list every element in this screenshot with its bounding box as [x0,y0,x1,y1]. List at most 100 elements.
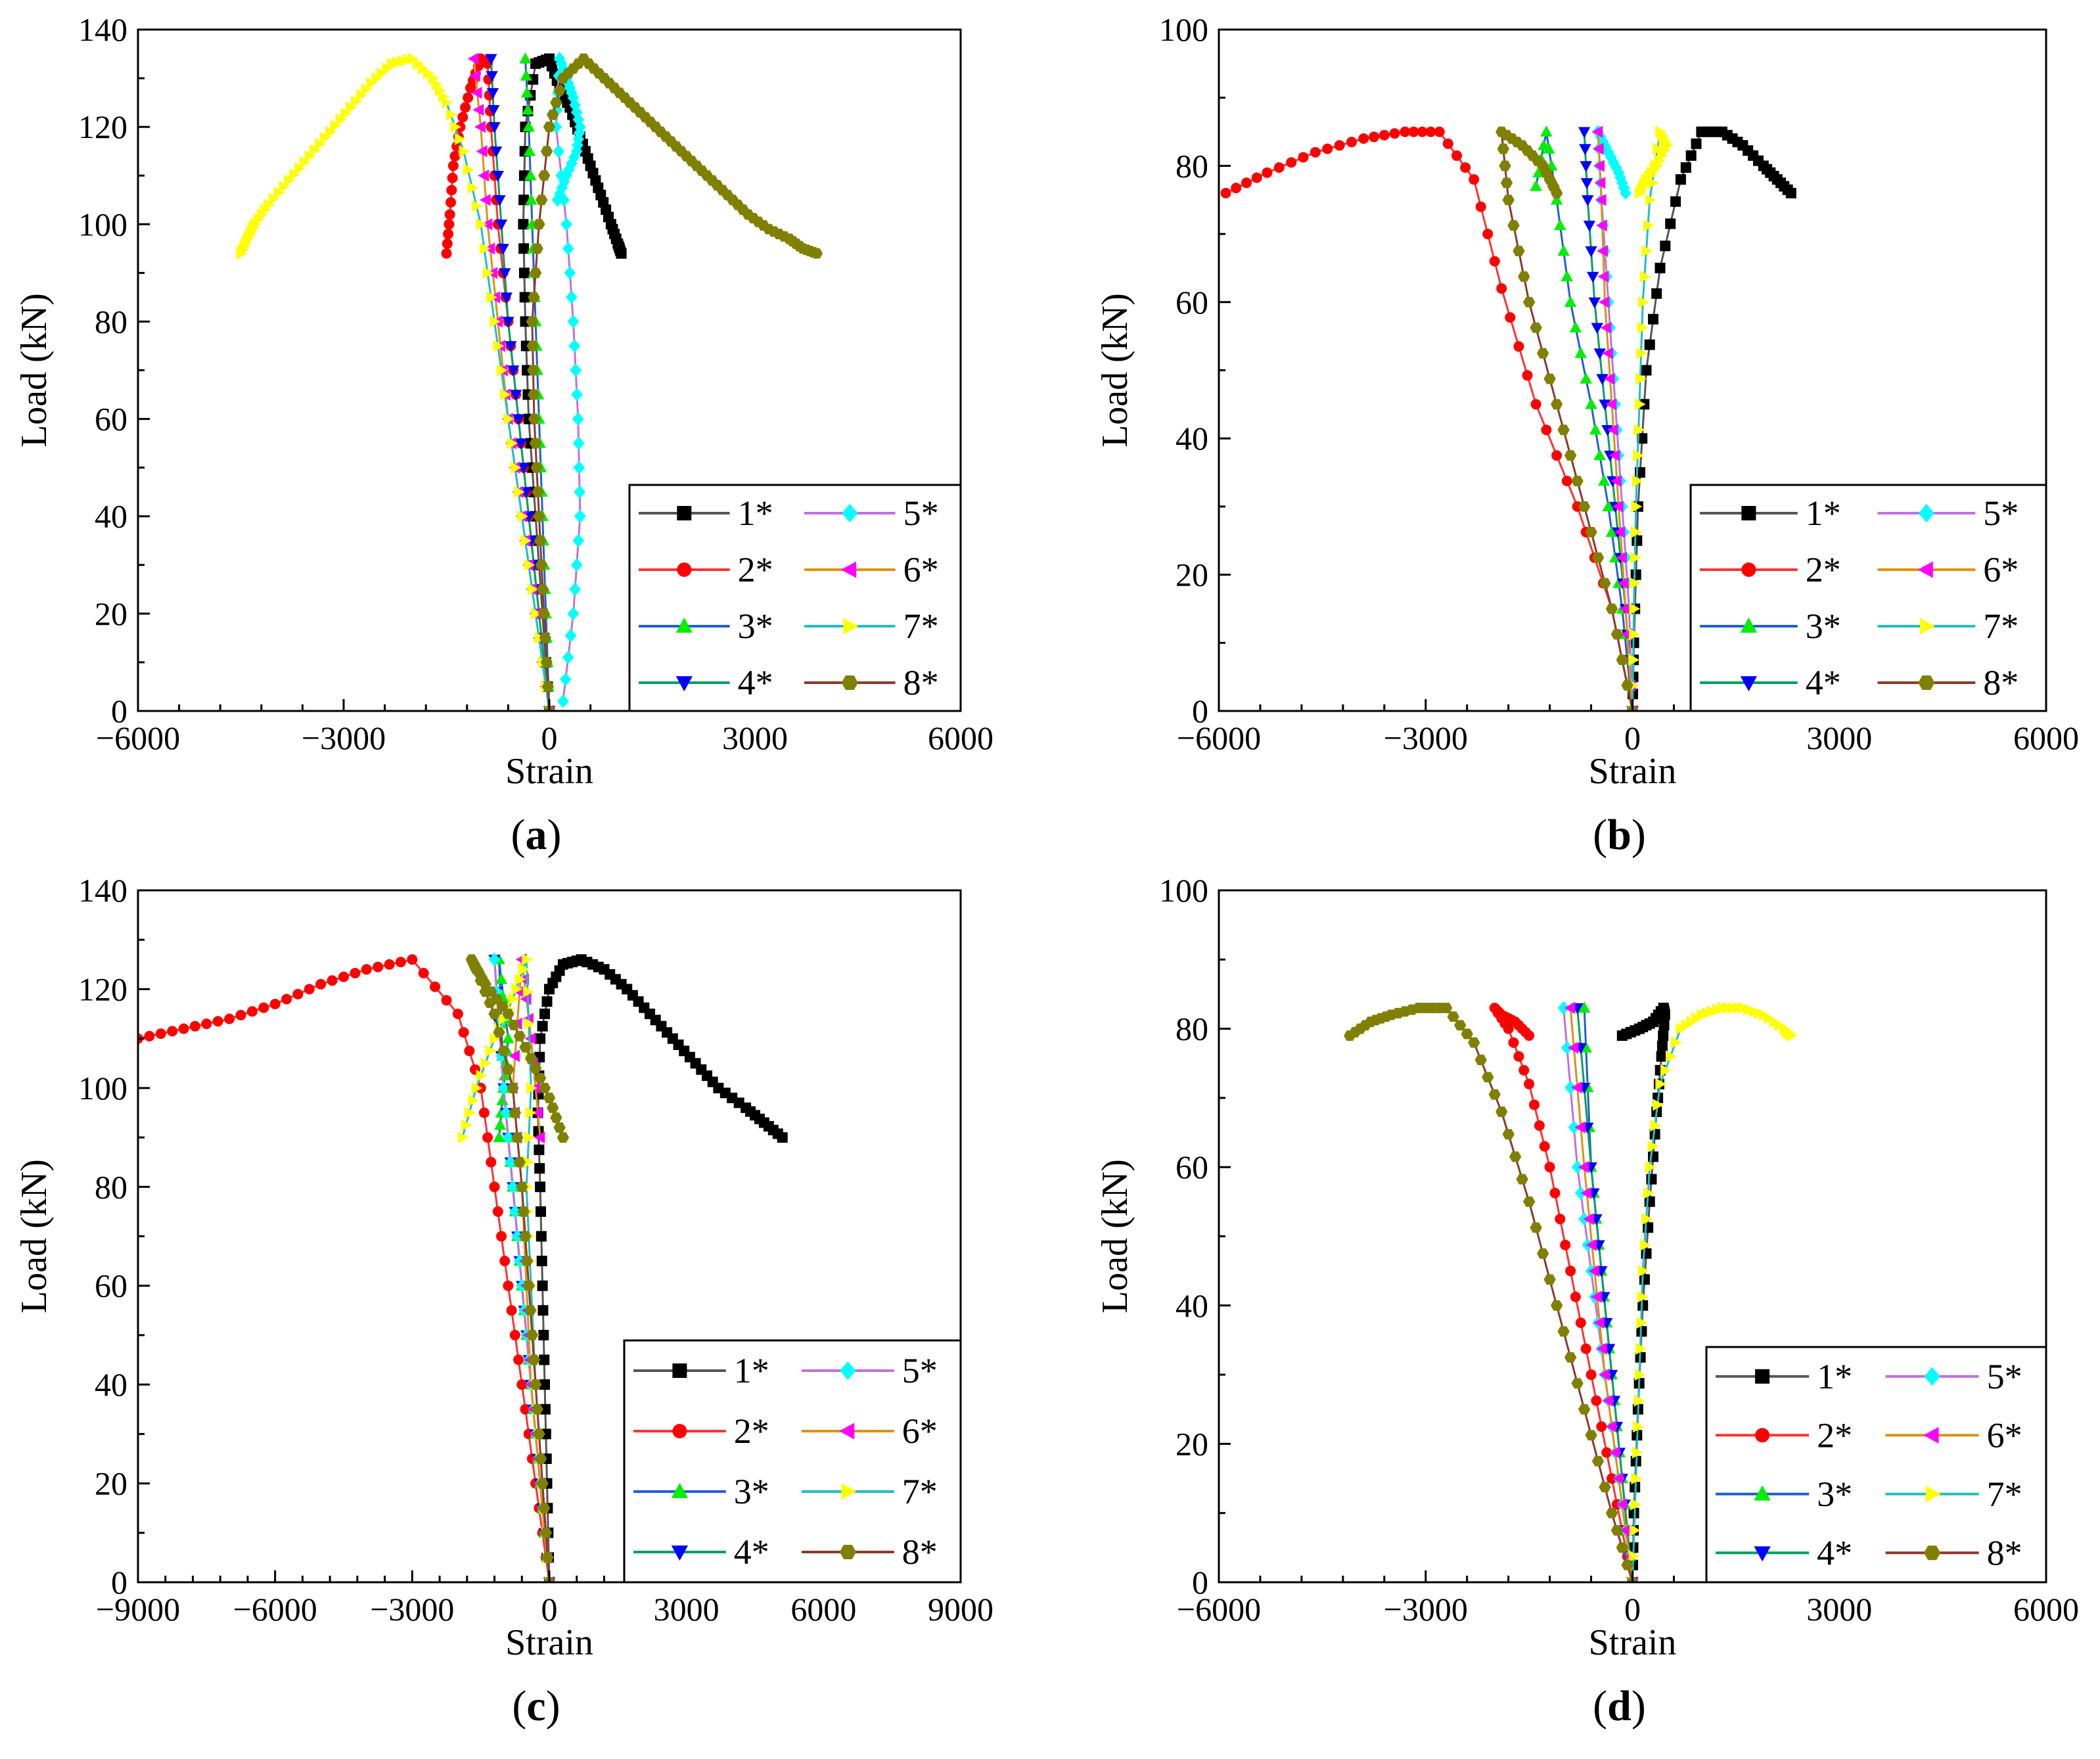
data-point [1344,1030,1356,1041]
data-point [522,953,533,966]
data-point [1529,1099,1540,1110]
legend-label: 2* [738,550,773,589]
data-point [235,1009,246,1020]
data-point [518,963,530,976]
data-point [534,535,547,546]
data-point [1639,1239,1651,1251]
data-point [1447,1011,1459,1022]
y-tick-label: 80 [95,1168,127,1205]
data-point [476,145,488,158]
data-point [1637,1300,1649,1311]
data-point [1655,1078,1667,1090]
data-point [1610,474,1622,488]
data-point [1643,1187,1655,1199]
data-point [486,71,498,82]
legend-item: 8* [1877,663,2019,702]
data-point [350,968,361,978]
data-point [1587,271,1599,283]
data-point [346,101,357,114]
legend-marker [1923,1427,1939,1444]
data-point [1557,424,1570,436]
data-point [777,1132,788,1143]
data-point [1569,321,1582,332]
panel-label: (d) [1593,1682,1646,1730]
data-point [1474,1055,1487,1065]
data-point [447,160,459,171]
data-point [491,171,504,182]
data-point [1571,1160,1584,1174]
legend-label: 6* [1983,550,2019,589]
data-point [514,973,526,986]
data-point [1609,449,1620,462]
data-point [502,1032,514,1043]
legend-label: 6* [902,1411,938,1451]
data-point [570,558,583,572]
data-point [1658,1030,1669,1041]
data-point [550,1112,562,1123]
legend-item: 1* [1716,1357,1852,1396]
data-point [407,53,419,65]
data-point [526,316,539,327]
y-axis-label: Load (kN) [1095,293,1135,447]
legend-box [1689,484,2047,712]
legend-marker [672,1424,687,1438]
data-point [530,607,542,620]
data-point [1580,372,1592,384]
data-point [1616,654,1628,666]
data-point [1495,1107,1508,1117]
data-point [1598,1368,1610,1381]
data-point [496,1231,507,1242]
data-point [511,1132,524,1143]
data-point [1596,219,1607,232]
legend-label: 4* [738,663,773,702]
data-point [535,559,548,570]
data-point [189,1020,200,1032]
data-point [553,1122,566,1133]
y-tick-label: 60 [95,401,127,438]
legend-label: 7* [902,1472,938,1511]
legend-marker [672,1363,687,1378]
y-tick-label: 0 [111,693,127,729]
series-5 [550,52,586,708]
data-point [445,108,457,121]
data-point [443,229,454,240]
data-point [1220,187,1231,198]
data-point [1656,1040,1668,1051]
data-point [505,341,517,353]
data-point [1567,1041,1579,1054]
data-point [518,219,529,230]
data-point [500,1106,512,1120]
data-point [447,172,458,183]
legend-label: 8* [903,663,939,702]
legend-marker [839,1423,855,1440]
y-tick-label: 40 [1176,420,1208,457]
legend-marker [841,561,857,578]
legend-label: 8* [902,1532,938,1572]
data-point [518,243,530,254]
legend-marker [841,675,858,690]
data-point [564,266,576,280]
data-point [480,1057,492,1070]
data-point [1650,1119,1662,1132]
data-point [523,145,536,156]
data-point [1596,1421,1607,1432]
x-tick-label: −3000 [1384,1591,1468,1628]
data-point [507,1179,519,1194]
legend-label: 2* [1817,1415,1852,1455]
data-point [441,995,452,1006]
data-point [810,248,823,259]
data-point [1621,680,1633,691]
data-point [1580,161,1592,172]
x-tick-label: 3000 [722,720,788,756]
data-point [361,964,372,975]
data-point [1522,1196,1536,1207]
series-2 [1489,1003,1638,1582]
data-point [1565,1266,1576,1277]
data-point [338,971,349,982]
legend-box [1705,1346,2047,1584]
data-point [224,1013,235,1024]
data-point [315,137,327,150]
data-point [560,672,572,687]
data-point [488,105,500,116]
data-point [482,1132,493,1143]
